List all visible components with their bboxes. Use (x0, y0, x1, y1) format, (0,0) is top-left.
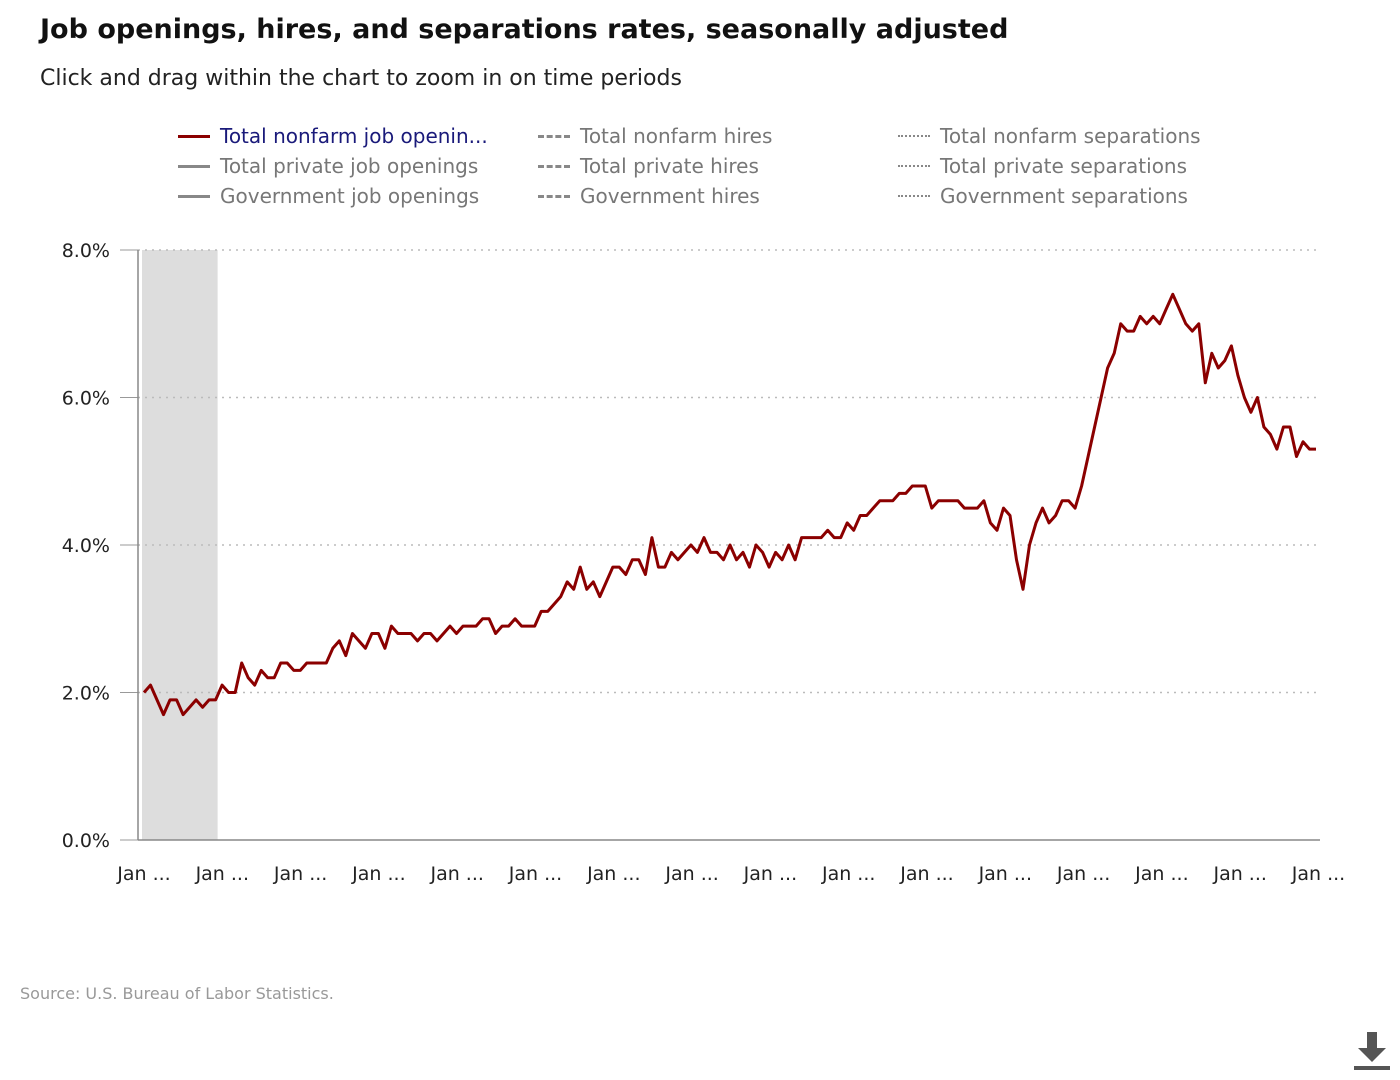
chart-title: Job openings, hires, and separations rat… (40, 14, 1009, 45)
legend-item-6[interactable]: Total private separations (898, 152, 1187, 180)
legend-swatch (898, 165, 930, 167)
line-chart[interactable]: 0.0% 2.0% 4.0% 6.0% 8.0% Jan ... Jan ... Jan ..… (0, 0, 1400, 960)
x-tick-label-16: Jan ... (1291, 863, 1345, 885)
legend-swatch (538, 134, 570, 138)
x-tick-label-14: Jan ... (1134, 863, 1188, 885)
x-tick-label-9: Jan ... (743, 863, 797, 885)
x-tick-label-13: Jan ... (1056, 863, 1110, 885)
legend-swatch (178, 134, 210, 138)
legend-label: Total nonfarm separations (940, 124, 1201, 148)
legend-item-2[interactable]: Total nonfarm hires (538, 122, 772, 150)
series-line-total-nonfarm-job-openings (142, 292, 1316, 717)
legend-item-7[interactable]: Government job openings (178, 182, 479, 210)
legend-label: Government separations (940, 184, 1188, 208)
x-tick-label-15: Jan ... (1212, 863, 1266, 885)
legend-item-4[interactable]: Total private job openings (178, 152, 478, 180)
x-tick-label-7: Jan ... (586, 863, 640, 885)
x-tick-label-10: Jan ... (821, 863, 875, 885)
download-icon[interactable] (1352, 1030, 1392, 1074)
legend-label: Government hires (580, 184, 760, 208)
legend-swatch (538, 164, 570, 168)
legend-swatch (178, 194, 210, 198)
y-tick-label-5: 8.0% (62, 240, 110, 262)
legend-swatch (898, 195, 930, 197)
legend-label: Total nonfarm job openin... (220, 124, 488, 148)
legend-label: Total private job openings (220, 154, 479, 178)
x-tick-label-12: Jan ... (978, 863, 1032, 885)
legend-item-1[interactable]: Total nonfarm job openin... (178, 122, 488, 150)
x-tick-label-5: Jan ... (429, 863, 483, 885)
y-tick-label-3: 4.0% (62, 535, 110, 557)
legend-item-3[interactable]: Total nonfarm separations (898, 122, 1201, 150)
x-tick-label-8: Jan ... (664, 863, 718, 885)
y-tick-label-2: 2.0% (62, 683, 110, 705)
legend-label: Total nonfarm hires (580, 124, 773, 148)
legend-item-9[interactable]: Government separations (898, 182, 1188, 210)
x-tick-label-3: Jan ... (273, 863, 327, 885)
x-tick-label-2: Jan ... (195, 863, 249, 885)
y-tick-label-1: 0.0% (62, 830, 110, 852)
y-tick-label-4: 6.0% (62, 388, 110, 410)
x-tick-label-11: Jan ... (899, 863, 953, 885)
chart-subtitle: Click and drag within the chart to zoom … (40, 66, 682, 91)
x-tick-label-4: Jan ... (351, 863, 405, 885)
legend: Total nonfarm job openin... Total nonfarm… (178, 122, 1278, 218)
legend-swatch (178, 164, 210, 168)
legend-swatch (538, 194, 570, 198)
legend-label: Total private hires (580, 154, 759, 178)
x-tick-label-1: Jan ... (116, 863, 170, 885)
source-note: Source: U.S. Bureau of Labor Statistics. (20, 984, 334, 1003)
legend-item-5[interactable]: Total private hires (538, 152, 759, 180)
legend-item-8[interactable]: Government hires (538, 182, 760, 210)
recession-band-1 (142, 250, 218, 840)
legend-label: Total private separations (940, 154, 1188, 178)
x-tick-label-6: Jan ... (508, 863, 562, 885)
legend-swatch (898, 135, 930, 137)
legend-label: Government job openings (220, 184, 480, 208)
